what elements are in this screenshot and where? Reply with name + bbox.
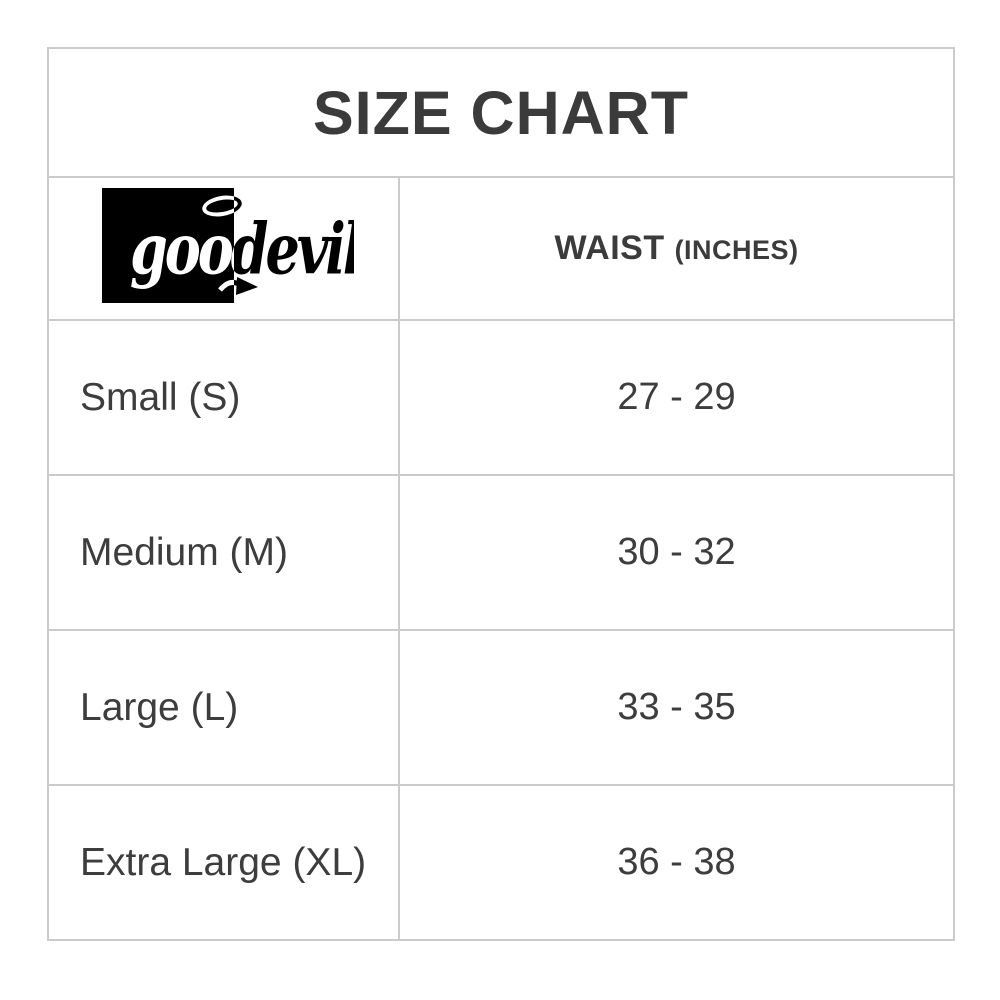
size-label: Extra Large (XL): [47, 784, 400, 941]
page-title: SIZE CHART: [47, 47, 955, 178]
table-row: Small (S) 27 - 29: [47, 319, 955, 476]
size-chart-table: SIZE CHART goodevil g: [47, 47, 955, 941]
size-chart: SIZE CHART goodevil g: [47, 47, 955, 941]
logo-cell: goodevil goodevil: [47, 176, 400, 321]
waist-value: 36 - 38: [398, 784, 955, 941]
waist-value: 27 - 29: [398, 319, 955, 476]
goodevil-logo: goodevil goodevil: [102, 187, 354, 310]
size-label: Medium (M): [47, 474, 400, 631]
size-label: Large (L): [47, 629, 400, 786]
devil-tail-icon: [234, 276, 258, 295]
size-label: Small (S): [47, 319, 400, 476]
table-row: Extra Large (XL) 36 - 38: [47, 784, 955, 941]
waist-header-cell: WAIST (INCHES): [398, 176, 955, 321]
logo-black-box: [102, 187, 234, 303]
waist-value: 33 - 35: [398, 629, 955, 786]
waist-value: 30 - 32: [398, 474, 955, 631]
table-row: Medium (M) 30 - 32: [47, 474, 955, 631]
table-row: Large (L) 33 - 35: [47, 629, 955, 786]
waist-header-unit: (INCHES): [674, 235, 799, 265]
header-row: goodevil goodevil: [47, 176, 955, 321]
logo-text: goodevil: [130, 206, 361, 290]
title-row: SIZE CHART: [47, 47, 955, 178]
logo-layer-black: goodevil: [234, 188, 354, 310]
waist-header-label: WAIST: [554, 229, 665, 267]
